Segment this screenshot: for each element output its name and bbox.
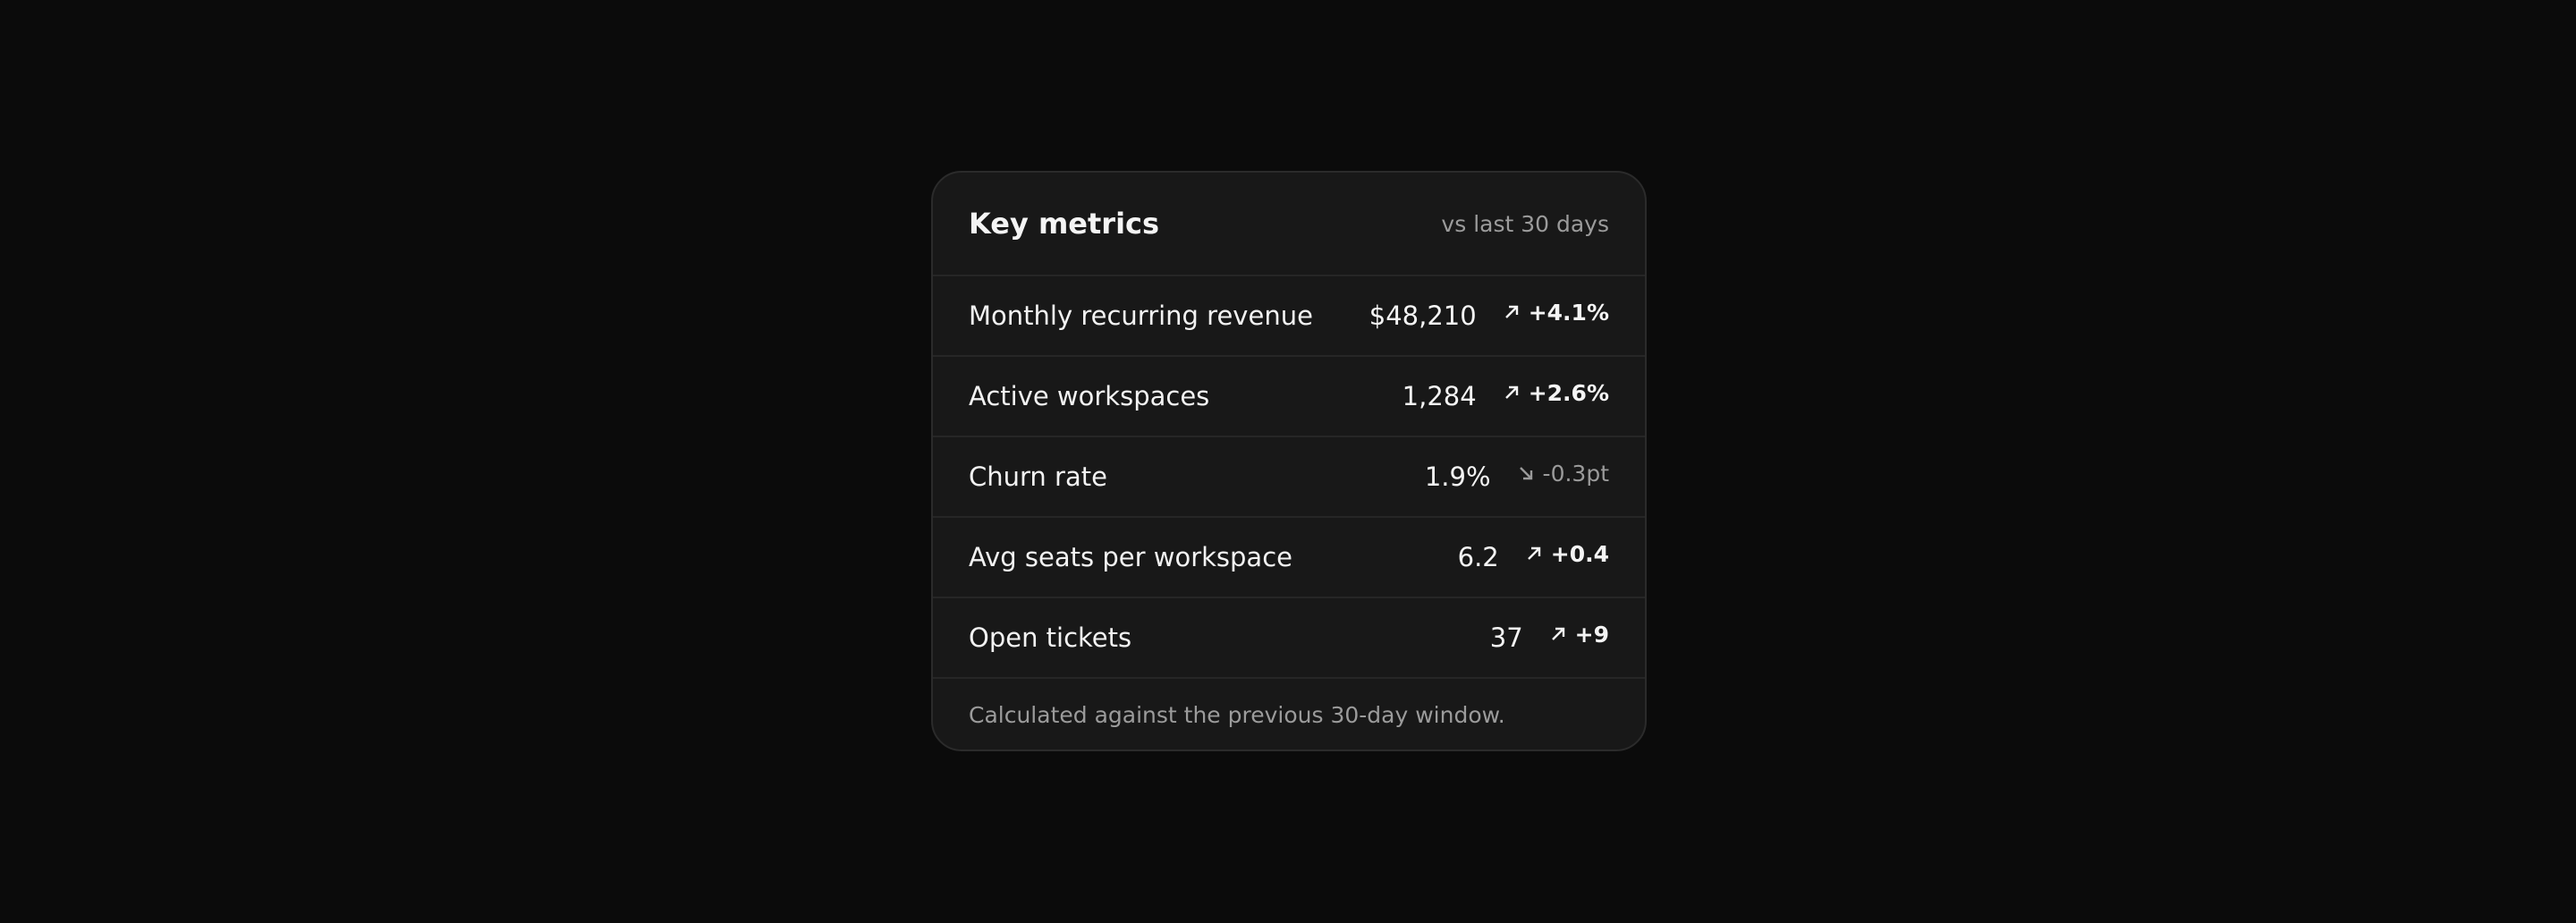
arrow-up-icon: [1527, 546, 1540, 560]
delta-text: +9: [1574, 621, 1609, 648]
metric-label: Avg seats per workspace: [969, 542, 1292, 572]
metric-row: Avg seats per workspace 6.2 +0.4: [933, 518, 1645, 598]
card-subtitle: vs last 30 days: [1441, 210, 1609, 237]
arrow-up-icon: [1551, 627, 1564, 640]
metric-value: 1,284: [1402, 381, 1477, 411]
arrow-down-icon: [1519, 467, 1532, 480]
card-header: Key metrics vs last 30 days: [933, 173, 1645, 276]
metric-value: 1.9%: [1424, 462, 1491, 492]
metric-row: Monthly recurring revenue $48,210 +4.1%: [933, 276, 1645, 357]
metric-delta: +9: [1550, 622, 1609, 648]
metric-label: Active workspaces: [969, 381, 1210, 411]
metric-delta: -0.3pt: [1518, 461, 1609, 487]
arrow-up-icon: [1504, 385, 1518, 399]
metric-value: 37: [1489, 622, 1523, 653]
metric-value: 6.2: [1457, 542, 1499, 572]
card-footer: Calculated against the previous 30-day w…: [969, 702, 1505, 728]
metric-delta: +0.4: [1526, 541, 1609, 567]
metric-delta: +2.6%: [1504, 380, 1609, 406]
metric-label: Open tickets: [969, 622, 1132, 653]
metric-row: Open tickets 37 +9: [933, 598, 1645, 679]
delta-text: +4.1%: [1528, 299, 1609, 326]
delta-text: +2.6%: [1528, 379, 1609, 406]
arrow-up-icon: [1504, 305, 1518, 318]
delta-text: -0.3pt: [1542, 460, 1609, 487]
metric-label: Monthly recurring revenue: [969, 301, 1313, 331]
metrics-card: Key metrics vs last 30 days Monthly recu…: [931, 171, 1647, 751]
delta-text: +0.4: [1550, 540, 1609, 567]
metric-row: Active workspaces 1,284 +2.6%: [933, 357, 1645, 437]
card-title: Key metrics: [969, 207, 1160, 241]
metric-value: $48,210: [1368, 301, 1477, 331]
metric-delta: +4.1%: [1504, 300, 1609, 326]
metric-row: Churn rate 1.9% -0.3pt: [933, 437, 1645, 518]
metric-label: Churn rate: [969, 462, 1107, 492]
